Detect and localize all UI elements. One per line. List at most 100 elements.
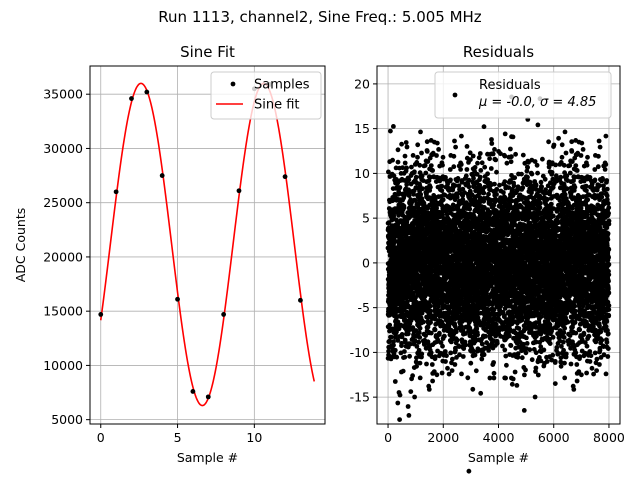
residual-point — [400, 368, 406, 374]
residual-point — [418, 192, 424, 197]
residual-point — [437, 330, 442, 336]
residual-point — [428, 330, 434, 336]
residual-point — [416, 347, 422, 353]
residual-point — [510, 134, 516, 140]
residual-point — [472, 165, 478, 170]
residual-point — [440, 162, 445, 168]
residual-point — [414, 363, 419, 369]
residual-point — [425, 159, 431, 165]
residual-point — [436, 147, 441, 152]
residual-point — [508, 159, 514, 165]
residual-point — [408, 389, 414, 394]
residual-point — [421, 319, 426, 325]
residual-point — [478, 168, 484, 173]
residual-point — [452, 362, 458, 367]
sample-point — [205, 394, 211, 400]
residual-point — [413, 359, 419, 365]
residual-point — [406, 413, 412, 418]
residual-point — [429, 362, 435, 367]
residual-point — [443, 359, 448, 364]
residual-point — [436, 303, 441, 309]
residual-point — [434, 205, 439, 211]
residual-point — [474, 326, 480, 332]
residual-point — [452, 138, 457, 144]
sample-point — [236, 188, 242, 194]
residual-point — [424, 139, 430, 145]
residual-point — [494, 186, 500, 192]
residual-point — [427, 303, 433, 309]
sine-fit-xlabel: Sample # — [177, 450, 238, 465]
residuals-series — [385, 94, 612, 474]
residual-point — [416, 330, 422, 336]
residual-point — [414, 160, 420, 165]
residual-point — [401, 203, 407, 209]
residual-point — [428, 320, 433, 325]
residual-point — [442, 333, 447, 339]
residual-point — [407, 353, 412, 359]
residual-point — [426, 387, 432, 392]
sine-fit-ytick-label: 30000 — [43, 141, 83, 156]
sine-fit-series — [98, 82, 316, 407]
residual-point — [468, 157, 473, 163]
residual-point — [438, 340, 444, 345]
residual-point — [393, 165, 399, 171]
residual-point — [440, 343, 445, 349]
sine-fit-grid — [90, 66, 325, 424]
residual-point — [412, 198, 418, 203]
residual-point — [423, 333, 428, 338]
sample-point — [282, 174, 288, 180]
residual-point — [386, 348, 391, 354]
residual-point — [482, 164, 488, 170]
sample-point — [221, 312, 227, 317]
residual-point — [403, 140, 409, 145]
residual-point — [390, 157, 395, 163]
residual-point — [475, 332, 480, 338]
residual-point — [511, 183, 517, 189]
residual-point — [491, 360, 496, 365]
residual-point — [477, 151, 483, 156]
residual-point — [454, 337, 460, 343]
legend-samples-marker — [230, 81, 236, 87]
residual-point — [453, 347, 458, 353]
residual-point — [415, 154, 420, 160]
residual-point — [387, 338, 392, 344]
residual-point — [466, 184, 472, 190]
residual-point — [412, 169, 417, 175]
residual-point — [391, 124, 396, 129]
residual-point — [404, 165, 409, 171]
residual-point — [451, 164, 457, 170]
sine-fit-xtick-label: 5 — [174, 430, 182, 445]
residual-point — [497, 182, 502, 188]
residual-point — [395, 400, 401, 406]
residual-point — [458, 162, 464, 167]
residual-point — [508, 146, 513, 152]
residual-point — [514, 383, 520, 388]
residual-point — [520, 185, 526, 191]
residual-point — [474, 171, 480, 177]
residual-point — [464, 167, 470, 172]
residuals-panel: Residuals 0 2000 4000 6000 8000-15-10-505101… — [350, 43, 625, 474]
residual-point — [502, 131, 508, 137]
residual-point — [456, 183, 462, 189]
sine-fit-ytick-label: 35000 — [43, 87, 83, 102]
residual-point — [453, 144, 458, 150]
residual-point — [509, 381, 515, 387]
residual-point — [479, 160, 485, 166]
residual-point — [391, 342, 396, 348]
residual-point — [448, 350, 454, 356]
residual-point — [440, 197, 446, 203]
residual-point — [480, 209, 486, 215]
residual-point — [452, 183, 458, 189]
residual-point — [412, 338, 418, 344]
figure-suptitle: Run 1113, channel2, Sine Freq.: 5.005 MH… — [158, 8, 482, 26]
residual-point — [439, 183, 445, 189]
residual-point — [503, 375, 508, 381]
residual-point — [428, 350, 434, 356]
sine-fit-ytick-label: 25000 — [43, 195, 83, 210]
sine-fit-curve — [99, 82, 316, 407]
residual-point — [408, 341, 413, 347]
residual-point — [395, 147, 401, 153]
residual-point — [404, 144, 410, 150]
residual-point — [422, 163, 428, 168]
